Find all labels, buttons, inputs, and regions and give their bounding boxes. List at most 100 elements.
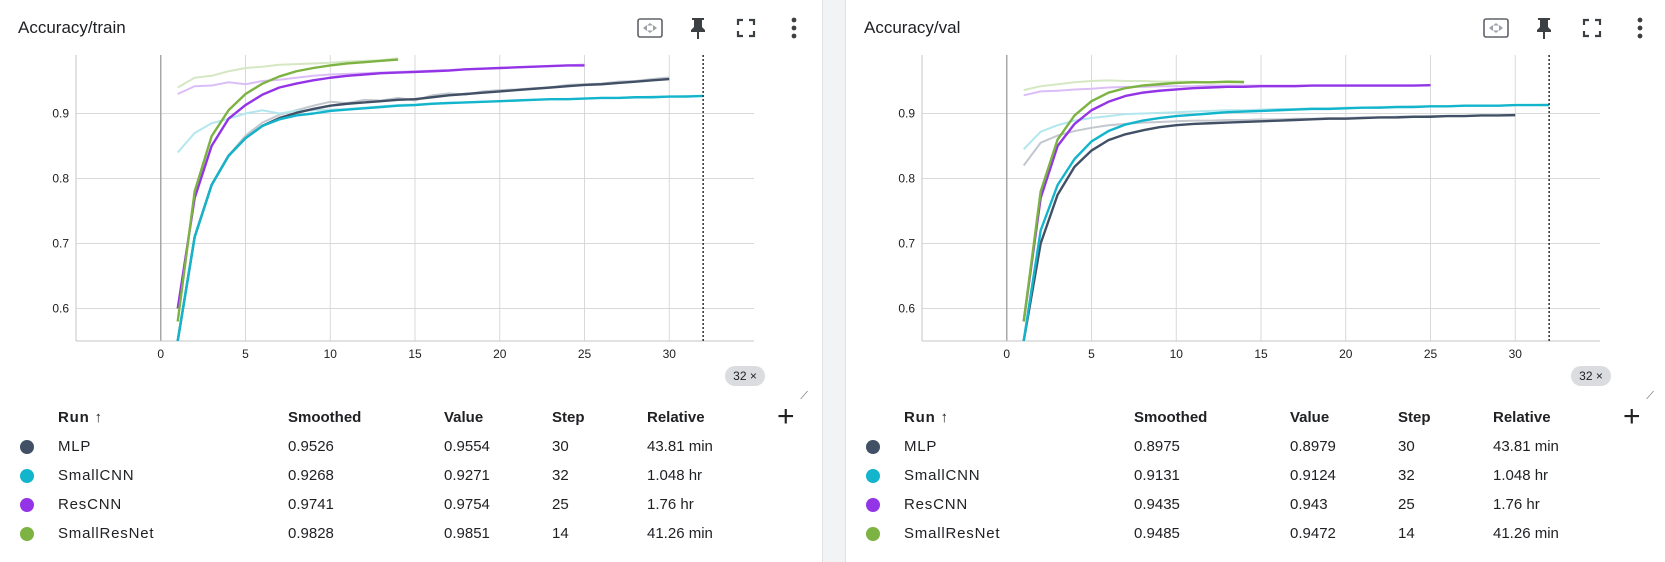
run-color-dot [866,469,880,484]
column-header-run[interactable]: Run ↑ [58,408,103,426]
resize-handle-icon[interactable]: ⟋ [800,390,808,402]
run-color-dot [866,440,880,455]
x-tick-label: 0 [157,347,164,361]
relative-time: 1.76 hr [1493,496,1540,513]
column-header-relative[interactable]: Relative [647,408,705,426]
pin-button[interactable] [1520,10,1568,46]
plot-area [176,57,704,341]
table-row: SmallCNN 0.9268 0.9271 32 1.048 hr [0,461,820,490]
step-value: 14 [1398,525,1415,542]
smoothed-value: 0.9435 [1134,496,1180,513]
plot-area [1022,79,1550,341]
more-vert-icon [1637,17,1643,39]
pin-icon [1537,18,1551,39]
raw-value: 0.9554 [444,438,490,455]
x-tick-label: 10 [324,347,338,361]
column-header-relative[interactable]: Relative [1493,408,1551,426]
column-header-step[interactable]: Step [1398,408,1431,426]
x-tick-label: 5 [242,347,249,361]
run-color-dot [20,527,34,542]
card-accuracy-val: Accuracy/val 0.6 0.7 0.8 0.9 0 5 10 15 20 25 30 32… [846,0,1665,562]
relative-time: 41.26 min [647,525,713,542]
pin-button[interactable] [674,10,722,46]
column-header-run[interactable]: Run ↑ [904,408,949,426]
step-value: 25 [1398,496,1415,513]
step-cursor-chip[interactable]: 32 × [1571,366,1611,386]
run-color-dot [20,440,34,455]
y-tick-label: 0.6 [52,302,69,316]
fullscreen-icon [1582,18,1602,38]
column-header-smoothed[interactable]: Smoothed [1134,408,1208,426]
raw-value: 0.9851 [444,525,490,542]
run-color-dot [866,498,880,513]
column-header-step[interactable]: Step [552,408,585,426]
raw-series-line [1022,113,1516,167]
step-value: 32 [1398,467,1415,484]
raw-series-line [177,57,399,89]
x-tick-label: 20 [1339,347,1353,361]
x-tick-label: 30 [663,347,677,361]
smoothed-series-line [1022,84,1431,322]
x-tick-label: 15 [408,347,422,361]
raw-value: 0.9124 [1290,467,1336,484]
card-accuracy-train: Accuracy/train 0.6 0.7 0.8 0.9 0 5 10 15 20 25 30 … [0,0,820,562]
smoothed-series-line [176,58,399,322]
column-header-value[interactable]: Value [1290,408,1330,426]
x-tick-label: 5 [1088,347,1095,361]
add-column-button[interactable]: + [1623,400,1641,433]
raw-value: 0.9754 [444,496,490,513]
run-name: ResCNN [904,496,968,513]
fullscreen-icon [736,18,756,38]
fit-domain-button[interactable] [1472,10,1520,46]
smoothed-series-line [176,64,585,309]
y-tick-label: 0.8 [898,172,915,186]
table-row: SmallResNet 0.9485 0.9472 14 41.26 min [846,519,1665,548]
y-tick-label: 0.9 [898,107,915,121]
relative-time: 1.76 hr [647,496,694,513]
run-name: SmallResNet [58,525,155,542]
x-tick-label: 0 [1003,347,1010,361]
raw-value: 0.943 [1290,496,1328,513]
table-row: MLP 0.8975 0.8979 30 43.81 min [846,432,1665,461]
relative-time: 43.81 min [647,438,713,455]
y-tick-label: 0.6 [898,302,915,316]
smoothed-series-line [1022,80,1245,322]
x-tick-label: 10 [1170,347,1184,361]
line-chart[interactable]: 0.6 0.7 0.8 0.9 0 5 10 15 20 25 30 [846,50,1665,395]
run-name: SmallCNN [904,467,981,484]
smoothed-value: 0.9741 [288,496,334,513]
step-cursor-chip[interactable]: 32 × [725,366,765,386]
runs-table: Run ↑ Smoothed Value Step Relative + MLP… [0,402,820,548]
line-chart[interactable]: 0.6 0.7 0.8 0.9 0 5 10 15 20 25 30 [0,50,820,395]
runs-table: Run ↑ Smoothed Value Step Relative + MLP… [846,402,1665,548]
fit-domain-button[interactable] [626,10,674,46]
fit-domain-icon [637,18,663,38]
more-options-button[interactable] [770,10,818,46]
step-value: 14 [552,525,569,542]
column-header-value[interactable]: Value [444,408,484,426]
smoothed-value: 0.9131 [1134,467,1180,484]
raw-series-line [176,76,670,341]
run-name: SmallCNN [58,467,135,484]
smoothed-series-line [176,94,704,341]
card-toolbar [626,10,818,46]
resize-handle-icon[interactable]: ⟋ [1646,390,1654,402]
column-header-smoothed[interactable]: Smoothed [288,408,362,426]
table-row: MLP 0.9526 0.9554 30 43.81 min [0,432,820,461]
x-tick-label: 25 [1424,347,1438,361]
panel-divider [822,0,846,562]
y-tick-label: 0.8 [52,172,69,186]
y-tick-label: 0.7 [52,237,69,251]
fullscreen-button[interactable] [1568,10,1616,46]
chart-area[interactable]: 0.6 0.7 0.8 0.9 0 5 10 15 20 25 30 [846,50,1665,395]
more-options-button[interactable] [1616,10,1664,46]
run-name: ResCNN [58,496,122,513]
smoothed-value: 0.9828 [288,525,334,542]
card-toolbar [1472,10,1664,46]
fullscreen-button[interactable] [722,10,770,46]
add-column-button[interactable]: + [777,400,795,433]
chart-area[interactable]: 0.6 0.7 0.8 0.9 0 5 10 15 20 25 30 [0,50,820,395]
smoothed-value: 0.9526 [288,438,334,455]
relative-time: 1.048 hr [647,467,703,484]
raw-value: 0.9472 [1290,525,1336,542]
